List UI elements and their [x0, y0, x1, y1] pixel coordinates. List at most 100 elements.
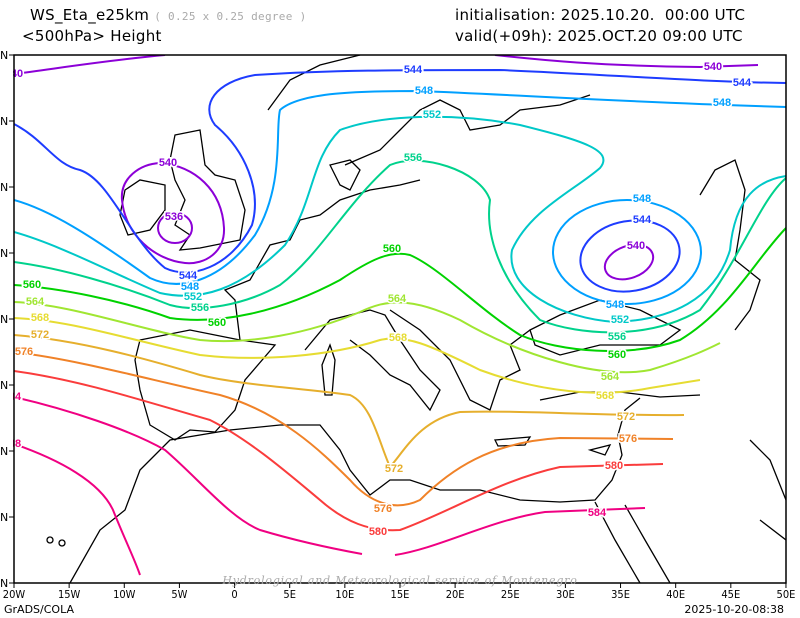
- caspian-coast: [699, 159, 761, 331]
- longitude-tick-label: 10W: [113, 588, 136, 601]
- left-margin: [0, 55, 13, 590]
- contour-label: 548: [713, 97, 731, 109]
- contour-labels: 540 540 540 536 540 544 544 544 544 548 …: [1, 59, 753, 539]
- contour-label: 552: [611, 314, 629, 326]
- contour-label: 540: [159, 157, 177, 169]
- contour-540-low: [603, 243, 655, 281]
- longitude-tick-label: 0: [231, 588, 237, 601]
- longitude-tick-label: 10E: [335, 588, 354, 601]
- ireland-coast: [119, 179, 166, 236]
- great-britain-coast: [169, 129, 246, 251]
- latitude-tick-label: N: [0, 247, 8, 260]
- longitude-tick-label: 20E: [446, 588, 465, 601]
- contour-label: 564: [601, 371, 620, 383]
- latitude-tick-label: N: [0, 181, 8, 194]
- crete: [493, 436, 532, 447]
- cyprus: [587, 444, 612, 456]
- latitude-tick-label: N: [0, 313, 8, 326]
- contour-584: [14, 396, 646, 556]
- contour-label: 576: [15, 346, 33, 358]
- contour-label: 548: [415, 85, 433, 97]
- turkey-coast: [539, 391, 701, 401]
- black-sea-coast: [529, 299, 682, 356]
- contour-576: [14, 351, 674, 507]
- contour-544: [14, 68, 786, 274]
- longitude-tick-label: 5W: [171, 588, 187, 601]
- contour-label: 544: [633, 214, 652, 226]
- contour-label: 540: [704, 61, 722, 73]
- contour-label: 548: [606, 299, 624, 311]
- longitude-tick-label: 30E: [556, 588, 575, 601]
- contour-548: [14, 89, 786, 285]
- contour-label: 544: [733, 77, 752, 89]
- middle-east-coast: [749, 439, 786, 541]
- contour-label: 568: [596, 390, 614, 402]
- latitude-tick-label: N: [0, 445, 8, 458]
- contour-label: 560: [608, 349, 626, 361]
- contour-540-uk: [120, 161, 226, 265]
- contour-label: 556: [404, 152, 422, 164]
- contour-label: 552: [184, 291, 202, 303]
- denmark-coast: [329, 159, 361, 191]
- contour-label: 552: [423, 109, 441, 121]
- contour-572: [14, 334, 685, 469]
- longitude-tick-label: 50E: [777, 588, 796, 601]
- longitude-tick-label: 5E: [283, 588, 296, 601]
- contour-560: [14, 227, 786, 352]
- contour-label: 580: [369, 526, 387, 538]
- contour-label: 564: [388, 293, 407, 305]
- contour-536: [157, 212, 193, 244]
- contour-label: 544: [179, 270, 198, 282]
- italy-coast: [304, 309, 441, 412]
- contour-label: 568: [389, 332, 407, 344]
- longitude-tick-label: 15E: [391, 588, 410, 601]
- corsica-sardinia: [321, 343, 336, 396]
- height-contours: [14, 55, 786, 576]
- canary-island: [58, 539, 66, 547]
- coastlines: [46, 55, 786, 583]
- longitude-tick-label: 15W: [58, 588, 81, 601]
- contour-label: 536: [165, 211, 183, 223]
- valid-time: valid(+09h): 2025.OCT.20 09:00 UTC: [455, 27, 743, 45]
- balkans-coast: [389, 309, 531, 411]
- latitude-tick-label: N: [0, 115, 8, 128]
- contour-552: [14, 115, 786, 324]
- contour-label: 572: [617, 411, 635, 423]
- contour-564: [14, 301, 721, 374]
- contour-label: 568: [31, 312, 49, 324]
- contour-label: 560: [208, 317, 226, 329]
- contour-label: 560: [383, 243, 401, 255]
- red-sea-coast: [594, 501, 671, 583]
- contour-540-nw: [14, 55, 166, 75]
- contour-label: 564: [26, 296, 45, 308]
- grads-credit: GrADS/COLA: [4, 603, 74, 616]
- model-title: WS_Eta_e25km ( 0.25 x 0.25 degree ): [30, 6, 307, 24]
- longitude-tick-label: 45E: [721, 588, 740, 601]
- contour-544-low: [579, 219, 681, 293]
- latitude-axis: N N N N N N N N N: [0, 49, 14, 590]
- contour-556: [14, 159, 786, 334]
- iberia-coast: [134, 329, 277, 441]
- latitude-tick-label: N: [0, 511, 8, 524]
- contour-label: 560: [23, 279, 41, 291]
- contour-label: 576: [374, 503, 392, 515]
- canary-island: [46, 536, 54, 544]
- contour-label: 548: [181, 281, 199, 293]
- contour-label: 544: [404, 64, 423, 76]
- longitude-tick-label: 25E: [501, 588, 520, 601]
- contour-568: [14, 317, 701, 394]
- variable-title: <500hPa> Height: [22, 27, 162, 45]
- plot-timestamp: 2025-10-20-08:38: [684, 603, 784, 616]
- longitude-axis: 20W 15W 10W 5W 0 5E 10E 15E 20E 25E 30E 35E 40E 45E 50…: [3, 583, 796, 601]
- contour-label: 584: [588, 507, 607, 519]
- contour-label: 556: [608, 331, 626, 343]
- contour-580: [14, 370, 664, 532]
- contour-label: 548: [633, 193, 651, 205]
- longitude-tick-label: 20W: [3, 588, 26, 601]
- model-name: WS_Eta_e25km: [30, 6, 150, 24]
- contour-label: 572: [385, 463, 403, 475]
- watermark: Hydrological and Meteorological service …: [221, 574, 577, 587]
- longitude-tick-label: 40E: [666, 588, 685, 601]
- contour-label: 576: [619, 433, 637, 445]
